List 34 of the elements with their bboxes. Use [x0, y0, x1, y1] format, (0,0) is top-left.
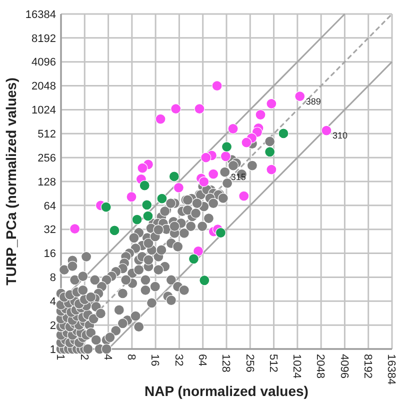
- annotation: 315: [230, 172, 246, 182]
- x-tick-label: 16384: [385, 354, 398, 385]
- x-tick-label: 1024: [290, 354, 303, 378]
- x-tick-label: 4096: [338, 354, 350, 378]
- y-tick-label: 128: [38, 176, 56, 188]
- x-tick-label: 32: [172, 354, 184, 366]
- y-tick-label: 256: [38, 152, 56, 164]
- x-axis-title: NAP (normalized values): [144, 383, 308, 399]
- y-tick-label: 4: [50, 296, 56, 308]
- y-axis-title: TURP_PCa (normalized values): [3, 78, 19, 286]
- x-tick-label: 128: [220, 354, 232, 372]
- y-tick-label: 8: [50, 272, 56, 284]
- x-tick-label: 8192: [362, 354, 374, 378]
- y-tick-label: 16384: [25, 8, 56, 21]
- x-tick-label: 2048: [314, 354, 326, 378]
- y-tick-label: 512: [38, 128, 56, 140]
- y-tick-label: 8192: [32, 32, 56, 45]
- y-tick-label: 64: [44, 200, 56, 212]
- x-tick-label: 16: [148, 354, 161, 366]
- x-tick-label: 256: [243, 354, 256, 372]
- y-tick-label: 2: [50, 320, 56, 332]
- y-tick-label: 32: [44, 224, 56, 236]
- x-tick-label: 8: [125, 354, 138, 360]
- x-tick-label: 4: [101, 354, 114, 360]
- annotation: 389: [306, 96, 321, 106]
- y-tick-label: 4096: [32, 56, 56, 69]
- x-tick-label: 2: [78, 354, 90, 360]
- y-tick-label: 2048: [32, 80, 56, 93]
- x-tick-label: 512: [266, 354, 279, 372]
- annotation: 310: [332, 130, 348, 141]
- y-tick-label: 16: [44, 248, 56, 260]
- x-tick-label: 1: [54, 354, 66, 360]
- x-tick-label: 64: [196, 354, 208, 366]
- y-tick-label: 1024: [32, 104, 56, 117]
